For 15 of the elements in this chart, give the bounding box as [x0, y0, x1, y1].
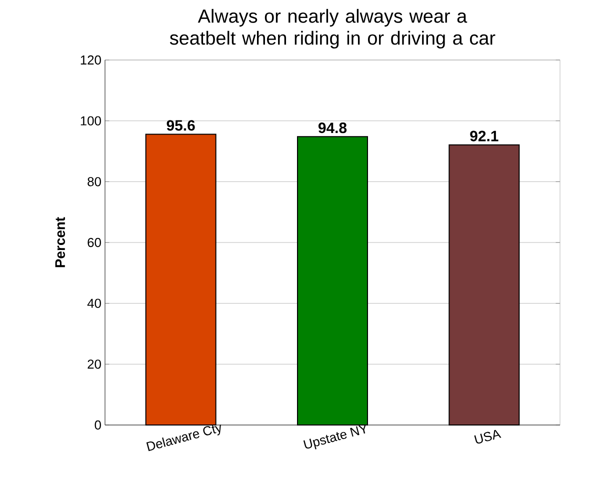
y-tick-label: 20 [88, 360, 101, 369]
y-axis-title: Percent [55, 217, 66, 268]
y-tick-label: 60 [88, 238, 101, 248]
x-tick-label: USA [474, 430, 502, 444]
x-tick-label: Upstate NY [303, 424, 366, 450]
data-label: 94.8 [318, 122, 347, 134]
y-tick-label: 100 [80, 116, 101, 126]
data-label: 92.1 [470, 130, 498, 142]
y-tick-label: 0 [94, 420, 101, 430]
y-tick-label: 40 [87, 298, 101, 308]
data-label: 95.6 [166, 120, 195, 131]
chart-title: Always or nearly always wear a seatbelt when riding in or driving a car [170, 8, 496, 48]
y-tick-label: 120 [80, 55, 101, 65]
x-tick-label: Delaware Cty [146, 424, 221, 452]
y-tick-label: 80 [88, 177, 101, 186]
